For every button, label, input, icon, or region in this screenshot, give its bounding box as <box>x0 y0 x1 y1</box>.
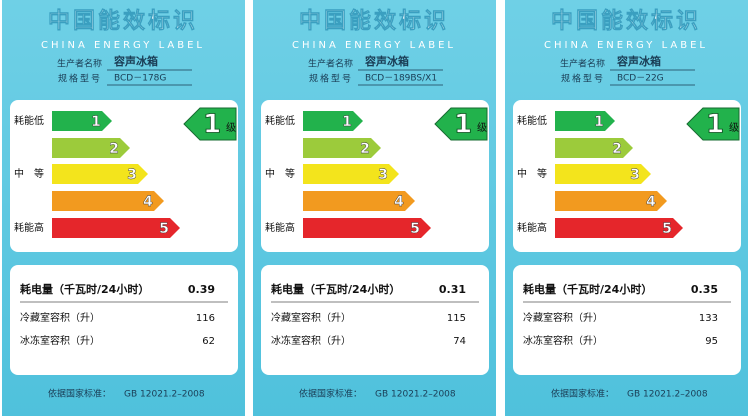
grade-arrow <box>303 138 381 158</box>
manufacturer: 容声冰箱 <box>364 54 409 68</box>
grade-number: 5 <box>662 221 672 237</box>
standard: GB 12021.2–2008 <box>627 390 708 400</box>
model: BCD－189BS/X1 <box>365 74 437 84</box>
grade-arrow <box>303 218 431 238</box>
consumption: 0.35 <box>691 283 718 296</box>
consumption-label: 耗电量（千瓦时/24小时） <box>523 282 652 296</box>
grade-arrow <box>555 111 615 131</box>
grade-arrow <box>52 138 130 158</box>
scale-mid: 中 等 <box>265 167 295 180</box>
grade-number: 3 <box>630 167 640 183</box>
grade-number: 1 <box>594 114 604 130</box>
freezer: 95 <box>705 336 718 347</box>
scale-high: 耗能高 <box>265 221 295 234</box>
grade-arrow <box>303 191 415 211</box>
fridge-label: 冷藏室容积（升） <box>20 311 100 324</box>
freezer: 74 <box>453 336 466 347</box>
grade-number: 1 <box>342 114 352 130</box>
grade-arrow <box>555 218 683 238</box>
info-box <box>10 265 238 375</box>
grade-arrow <box>52 164 148 184</box>
grade-number: 3 <box>378 167 388 183</box>
label-title: 中国能效标识 <box>299 8 449 34</box>
grade-number: 5 <box>410 221 420 237</box>
freezer-label: 冰冻室容积（升） <box>20 334 100 347</box>
rating-arrow <box>183 107 237 141</box>
scale-mid: 中 等 <box>14 167 44 180</box>
rating-arrow <box>686 107 740 141</box>
grade-arrow <box>555 191 667 211</box>
grade-number: 2 <box>612 141 622 157</box>
rating-arrow <box>434 107 488 141</box>
grade-number: 5 <box>159 221 169 237</box>
freezer-label: 冰冻室容积（升） <box>523 334 603 347</box>
grade-number: 3 <box>127 167 137 183</box>
grade-arrow <box>52 218 180 238</box>
consumption-label: 耗电量（千瓦时/24小时） <box>271 282 400 296</box>
label-subtitle: CHINA ENERGY LABEL <box>544 40 708 51</box>
grade-arrow <box>52 111 112 131</box>
scale-low: 耗能低 <box>265 114 295 127</box>
field-label: 规格型号 <box>58 73 102 85</box>
grade-number: 4 <box>646 194 656 210</box>
standard: GB 12021.2–2008 <box>375 390 456 400</box>
label-subtitle: CHINA ENERGY LABEL <box>292 40 456 51</box>
consumption: 0.39 <box>188 283 215 296</box>
info-box <box>261 265 489 375</box>
field-label: 规格型号 <box>309 73 353 85</box>
freezer-label: 冰冻室容积（升） <box>271 334 351 347</box>
grade-number: 2 <box>360 141 370 157</box>
standard-label: 依据国家标准： <box>48 388 111 400</box>
model: BCD－178G <box>114 74 166 84</box>
rating-unit: 级 <box>226 122 236 134</box>
field-label: 生产者名称 <box>308 58 353 70</box>
grade-number: 1 <box>91 114 101 130</box>
fridge-label: 冷藏室容积（升） <box>523 311 603 324</box>
standard-label: 依据国家标准： <box>551 388 614 400</box>
label-subtitle: CHINA ENERGY LABEL <box>41 40 205 51</box>
fridge: 115 <box>447 313 466 324</box>
fridge-label: 冷藏室容积（升） <box>271 311 351 324</box>
grade-arrow <box>555 138 633 158</box>
standard-label: 依据国家标准： <box>299 388 362 400</box>
grade-arrow <box>52 191 164 211</box>
rating-unit: 级 <box>729 122 739 134</box>
label-title: 中国能效标识 <box>551 8 701 34</box>
rating-unit: 级 <box>477 122 487 134</box>
manufacturer: 容声冰箱 <box>113 54 158 68</box>
scale-mid: 中 等 <box>517 167 547 180</box>
scale-low: 耗能低 <box>517 114 547 127</box>
grade-arrow <box>555 164 651 184</box>
scale-low: 耗能低 <box>14 114 44 127</box>
field-label: 生产者名称 <box>57 58 102 70</box>
rating-grade: 1 <box>706 110 724 140</box>
scale-high: 耗能高 <box>517 221 547 234</box>
grade-arrow <box>303 111 363 131</box>
grade-number: 4 <box>143 194 153 210</box>
fridge: 133 <box>699 313 718 324</box>
consumption: 0.31 <box>439 283 466 296</box>
rating-grade: 1 <box>203 110 221 140</box>
manufacturer: 容声冰箱 <box>616 54 661 68</box>
fridge: 116 <box>196 313 215 324</box>
model: BCD－22G <box>617 74 664 84</box>
field-label: 规格型号 <box>561 73 605 85</box>
grade-arrow <box>303 164 399 184</box>
grade-number: 2 <box>109 141 119 157</box>
scale-high: 耗能高 <box>14 221 44 234</box>
freezer: 62 <box>202 336 215 347</box>
standard: GB 12021.2–2008 <box>124 390 205 400</box>
consumption-label: 耗电量（千瓦时/24小时） <box>20 282 149 296</box>
label-title: 中国能效标识 <box>48 8 198 34</box>
grade-number: 4 <box>394 194 404 210</box>
rating-grade: 1 <box>454 110 472 140</box>
info-box <box>513 265 741 375</box>
field-label: 生产者名称 <box>560 58 605 70</box>
